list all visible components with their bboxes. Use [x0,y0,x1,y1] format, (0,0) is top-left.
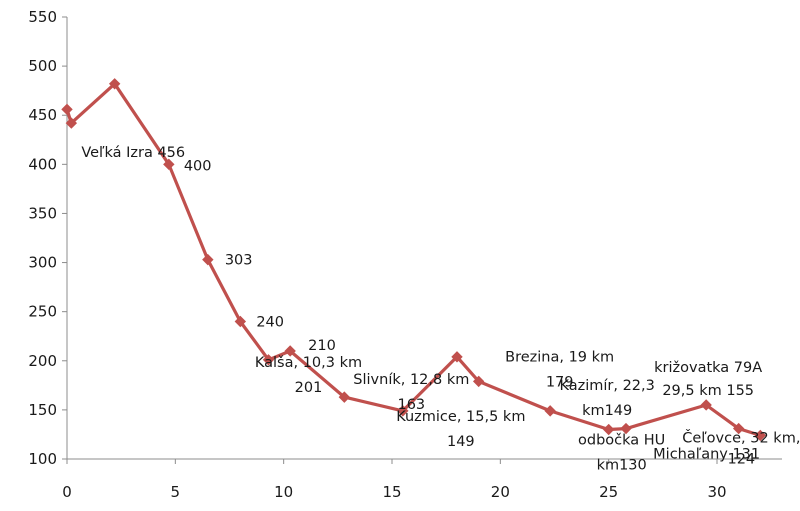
data-label: križovatka 79A 29,5 km 155 [654,360,762,399]
data-label-line: odbočka HU [578,433,665,449]
x-tick-label: 20 [491,483,510,501]
data-point-marker [620,422,632,435]
data-label: Slivník, 12,8 km 163 [353,372,469,413]
data-label: 240 [256,314,284,330]
data-point-marker [754,429,767,442]
y-tick-label: 550 [28,8,57,26]
data-label: Brezina, 19 km 179 [505,349,614,390]
x-tick-label: 15 [382,483,401,501]
data-label: Michaľany 131 [653,447,760,463]
data-point-marker [234,315,247,328]
data-label-line: 303 [225,253,253,269]
data-point-marker [163,158,175,171]
data-label: 303 [225,253,253,269]
data-point-marker [108,78,121,90]
axes: 100 150 200 250 300 350 400 450 500 550 0 5 10 15 20 25… [28,8,782,501]
data-label-line: 210 [308,338,336,354]
data-point-marker [602,423,615,436]
data-label-line: 163 [397,397,425,413]
y-tick-label: 350 [28,204,57,222]
x-tick-label: 25 [599,483,618,501]
data-point-marker [202,253,214,266]
data-point-marker [338,391,351,403]
y-tick-label: 500 [28,57,57,75]
data-label: 400 [184,158,212,174]
data-label-line: 400 [184,158,212,174]
data-label-line: križovatka 79A [654,360,762,376]
data-label: Čeľovce, 32 km, 124 [682,428,800,467]
y-tick-label: 100 [28,450,57,468]
data-label-line: Veľká Izra 456 [81,145,185,161]
data-point-marker [544,405,556,417]
data-label-line: Slivník, 12,8 km [353,372,469,388]
data-point-marker [61,103,73,116]
x-tick-label: 30 [707,483,726,501]
data-label-line: 29,5 km 155 [662,383,754,399]
data-point-marker [451,351,463,363]
y-tick-label: 250 [28,303,57,321]
y-tick-label: 200 [28,352,57,370]
data-point-marker [65,117,78,129]
y-tick-label: 450 [28,106,57,124]
data-label: odbočka HU km130 [578,433,665,474]
data-label-line: 179 [546,374,574,390]
data-point-marker [262,354,275,366]
data-label-line: 201 [295,380,323,396]
y-tick-label: 300 [28,254,57,272]
x-tick-label: 5 [171,483,181,501]
data-label-line: km130 [597,458,647,474]
y-tick-label: 150 [28,401,57,419]
data-label: Veľká Izra 456 [81,145,185,161]
data-label: Kuzmice, 15,5 km 149 [396,409,525,450]
data-label: 210 [308,338,336,354]
data-label-line: Kazimír, 22,3 [559,378,654,394]
data-label-line: 124 [727,451,755,467]
series-line-path [65,82,761,437]
data-label-line: Kuzmice, 15,5 km [396,409,525,425]
data-point-marker [700,399,712,411]
data-point-marker [472,375,485,388]
data-label-line: 240 [256,314,284,330]
data-point-marker [284,345,296,357]
data-label-line: km149 [582,403,632,419]
data-label: Kalša, 10,3 km 201 [255,355,362,396]
data-label-line: Kalša, 10,3 km [255,355,362,371]
data-label-line: Brezina, 19 km [505,349,614,365]
series-line [61,78,767,442]
x-tick-label: 0 [62,483,72,501]
y-tick-label: 400 [28,155,57,173]
data-label-line: 149 [447,434,475,450]
data-point-marker [732,422,745,435]
x-tick-label: 10 [274,483,293,501]
data-label-line: Michaľany 131 [653,447,760,463]
data-point-marker [397,405,409,417]
data-label-line: Čeľovce, 32 km, [682,428,800,446]
data-label: Kazimír, 22,3 km149 [559,378,654,419]
